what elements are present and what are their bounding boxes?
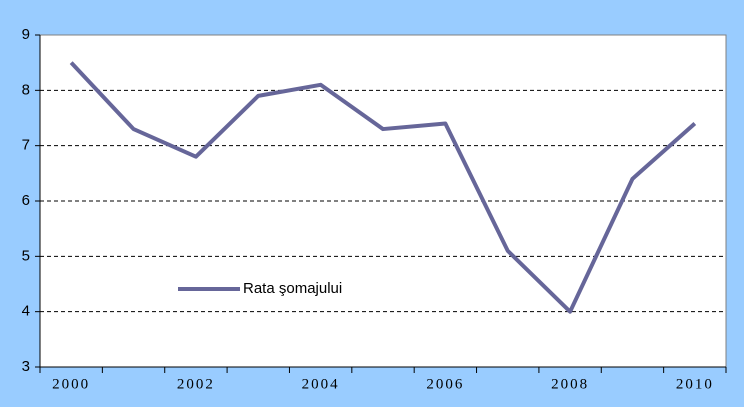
- y-tick-label: 6: [22, 192, 30, 209]
- x-tick-label: 2002: [177, 376, 215, 392]
- x-tick-label: 2000: [52, 376, 90, 392]
- y-tick-label: 5: [22, 247, 30, 264]
- x-tick-label: 2004: [302, 376, 340, 392]
- data-line: [69, 61, 697, 314]
- x-tick-label: 2006: [426, 376, 464, 392]
- y-tick-label: 9: [22, 26, 30, 43]
- y-tick-label: 3: [22, 358, 30, 375]
- legend-label: Rata şomajului: [243, 280, 342, 297]
- y-tick-label: 7: [22, 137, 30, 154]
- x-tick-label: 2010: [676, 376, 714, 392]
- y-tick-label: 8: [22, 81, 30, 98]
- y-tick-label: 4: [22, 303, 30, 320]
- x-tick-label: 2008: [551, 376, 589, 392]
